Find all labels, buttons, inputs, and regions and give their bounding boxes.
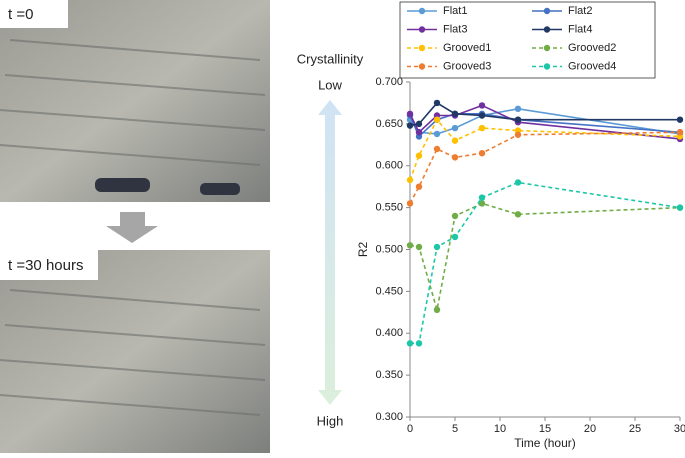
data-point	[415, 129, 423, 136]
data-point	[406, 122, 414, 129]
legend-label: Grooved2	[568, 42, 616, 54]
data-point	[451, 124, 459, 132]
data-point	[451, 137, 459, 144]
legend-label: Flat2	[568, 5, 592, 17]
y-tick-label: 0.450	[375, 285, 403, 297]
data-point	[676, 129, 684, 136]
legend-label: Flat4	[568, 23, 592, 35]
legend-marker	[418, 26, 426, 33]
crystallinity-title: Crystallinity	[297, 51, 364, 66]
legend-marker	[418, 63, 426, 70]
data-point	[451, 212, 459, 220]
data-point	[406, 110, 414, 118]
data-point	[514, 211, 522, 218]
data-point	[478, 112, 486, 119]
data-point	[415, 152, 423, 159]
data-point	[478, 194, 486, 201]
photo-label-box	[0, 250, 98, 280]
data-point	[406, 176, 414, 184]
data-point	[433, 116, 441, 123]
data-point	[451, 110, 459, 118]
legend-label: Grooved4	[568, 60, 616, 72]
legend-marker	[543, 26, 551, 33]
data-point	[415, 183, 423, 190]
x-tick-label: 0	[407, 423, 413, 435]
series-line	[410, 181, 681, 345]
data-point	[433, 130, 441, 138]
crystallinity-high: High	[317, 413, 344, 428]
series-line	[409, 202, 681, 311]
x-tick-label: 15	[539, 423, 551, 435]
data-point	[478, 124, 486, 132]
data-point	[406, 200, 414, 207]
data-point	[451, 233, 459, 241]
y-tick-label: 0.650	[375, 118, 403, 130]
y-tick-label: 0.700	[375, 76, 403, 88]
data-point	[676, 116, 684, 123]
data-point	[676, 204, 684, 211]
data-point	[415, 340, 423, 347]
data-point	[433, 306, 441, 313]
x-tick-label: 30	[674, 423, 685, 435]
data-point	[406, 242, 414, 249]
data-point	[478, 149, 486, 157]
data-point	[514, 116, 522, 123]
legend-marker	[418, 44, 426, 52]
legend-label: Grooved1	[443, 42, 491, 54]
data-point	[478, 200, 486, 207]
data-point	[415, 120, 423, 128]
data-point	[433, 99, 441, 107]
down-arrow	[106, 212, 158, 243]
crystallinity-low: Low	[318, 77, 342, 92]
y-tick-label: 0.600	[375, 160, 403, 172]
y-axis-label: R2	[356, 242, 370, 258]
x-tick-label: 25	[629, 423, 641, 435]
y-tick-label: 0.400	[375, 327, 403, 339]
y-tick-label: 0.500	[375, 243, 403, 255]
data-point	[433, 243, 441, 251]
data-point	[433, 145, 441, 153]
y-tick-label: 0.550	[375, 202, 403, 214]
legend-label: Flat3	[443, 23, 467, 35]
x-tick-label: 5	[452, 423, 458, 435]
y-tick-label: 0.300	[375, 411, 403, 423]
x-axis-label: Time (hour)	[514, 436, 576, 450]
photo-top	[0, 0, 270, 202]
data-point	[451, 154, 459, 161]
legend-label: Flat1	[443, 5, 467, 17]
photo-bottom	[0, 250, 270, 453]
data-point	[514, 105, 522, 113]
photo-label: t =30 hours	[8, 257, 83, 274]
data-point	[514, 179, 522, 186]
legend-marker	[418, 7, 426, 15]
legend-marker	[543, 44, 551, 52]
data-point	[415, 243, 423, 251]
data-point	[406, 340, 414, 347]
photo-label-box	[0, 0, 68, 28]
series-line	[409, 131, 681, 204]
legend-marker	[543, 63, 551, 70]
photo-label: t =0	[8, 6, 33, 23]
x-tick-label: 10	[494, 423, 506, 435]
data-point	[514, 131, 522, 138]
legend	[399, 1, 656, 79]
y-tick-label: 0.350	[375, 369, 403, 381]
x-tick-label: 20	[584, 423, 596, 435]
legend-marker	[543, 7, 551, 15]
legend-label: Grooved3	[443, 60, 491, 72]
crystallinity-arrow	[318, 100, 342, 405]
data-point	[478, 102, 486, 109]
